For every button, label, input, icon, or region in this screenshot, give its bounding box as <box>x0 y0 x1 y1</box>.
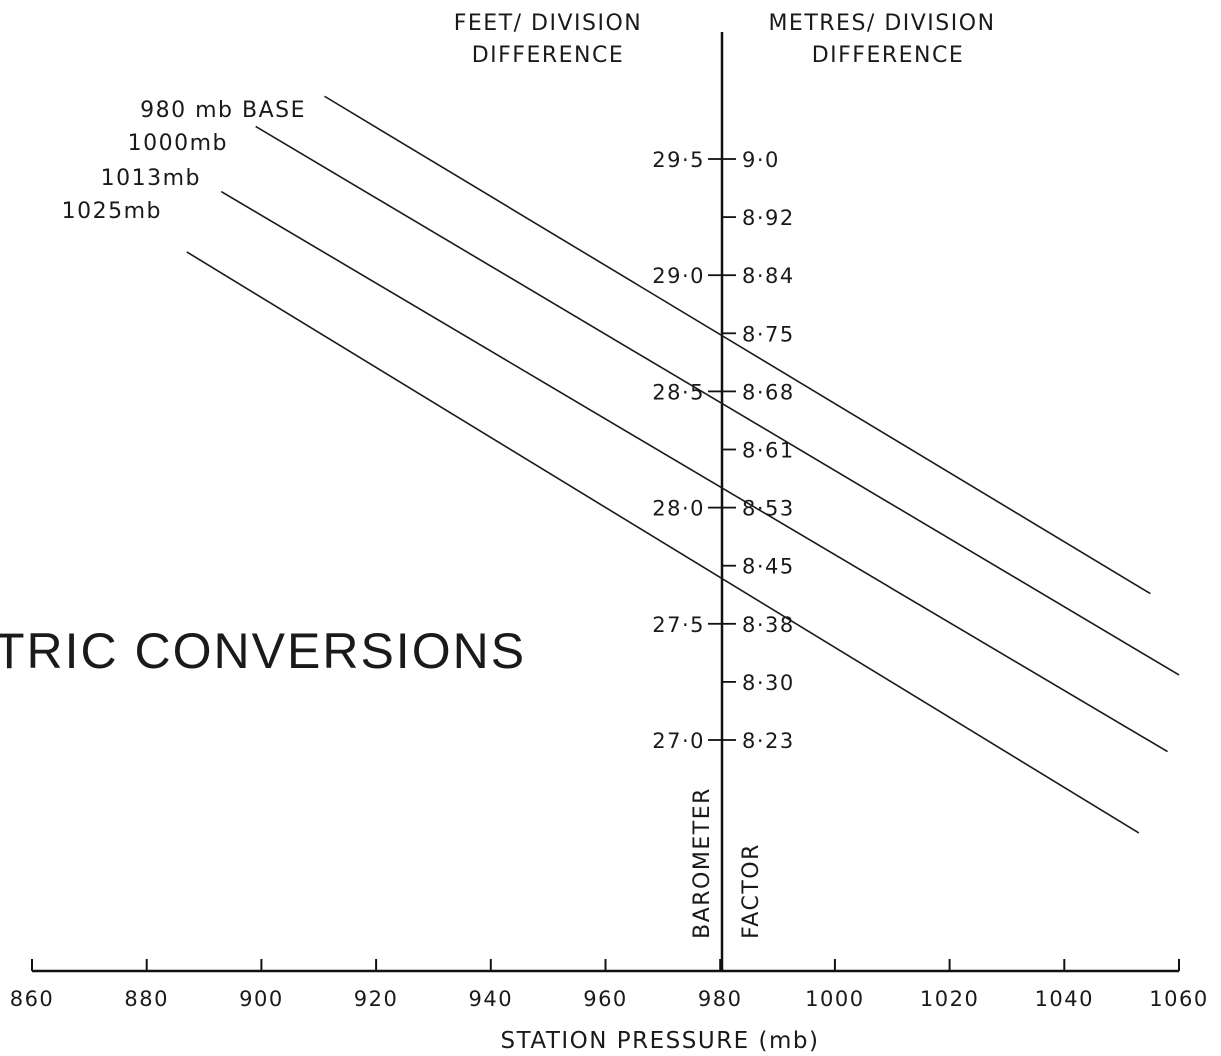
x-tick-label: 880 <box>124 987 169 1011</box>
metres-tick-label: 8·23 <box>742 729 795 753</box>
factor-label: FACTOR <box>739 843 764 939</box>
feet-tick-label: 27·0 <box>652 729 705 753</box>
feet-tick-label: 28·5 <box>652 380 705 404</box>
series-line <box>220 190 1168 753</box>
series-line <box>255 125 1180 676</box>
feet-tick-label: 29·0 <box>652 264 705 288</box>
x-tick-label: 900 <box>239 987 284 1011</box>
metres-tick-label: 8·92 <box>742 206 795 230</box>
x-tick-label: 1040 <box>1035 987 1094 1011</box>
metres-tick-label: 8·84 <box>742 264 795 288</box>
feet-header-line1: FEET/ DIVISION <box>454 11 643 36</box>
metres-tick-label: 8·38 <box>742 613 795 637</box>
x-tick-label: 960 <box>583 987 628 1011</box>
metres-tick-label: 8·45 <box>742 555 795 579</box>
series-label: 1000mb <box>128 131 228 156</box>
x-tick-label: 860 <box>10 987 55 1011</box>
feet-header-line2: DIFFERENCE <box>472 43 625 68</box>
chart-title: TRIC CONVERSIONS <box>0 623 526 679</box>
series-label: 980 mb BASE <box>140 98 306 123</box>
x-axis-title: STATION PRESSURE (mb) <box>501 1028 820 1054</box>
metres-tick-label: 8·30 <box>742 671 795 695</box>
x-tick-label: 980 <box>698 987 743 1011</box>
metres-tick-label: 8·53 <box>742 497 795 521</box>
feet-tick-label: 28·0 <box>652 497 705 521</box>
metres-tick-label: 9·0 <box>742 148 780 172</box>
feet-tick-label: 27·5 <box>652 613 705 637</box>
series-line <box>186 251 1140 834</box>
series-line <box>324 95 1151 595</box>
barometer-label: BAROMETER <box>690 787 715 939</box>
metres-tick-label: 8·75 <box>742 322 795 346</box>
x-tick-label: 940 <box>469 987 514 1011</box>
x-tick-label: 1020 <box>920 987 979 1011</box>
feet-tick-label: 29·5 <box>652 148 705 172</box>
metres-tick-label: 8·61 <box>742 439 795 463</box>
metres-tick-label: 8·68 <box>742 380 795 404</box>
series-label: 1025mb <box>62 199 162 224</box>
x-tick-label: 1000 <box>805 987 864 1011</box>
series-label: 1013mb <box>101 166 201 191</box>
x-tick-label: 1060 <box>1149 987 1208 1011</box>
x-tick-label: 920 <box>354 987 399 1011</box>
metres-header-line2: DIFFERENCE <box>812 43 965 68</box>
metres-header-line1: METRES/ DIVISION <box>768 11 995 36</box>
